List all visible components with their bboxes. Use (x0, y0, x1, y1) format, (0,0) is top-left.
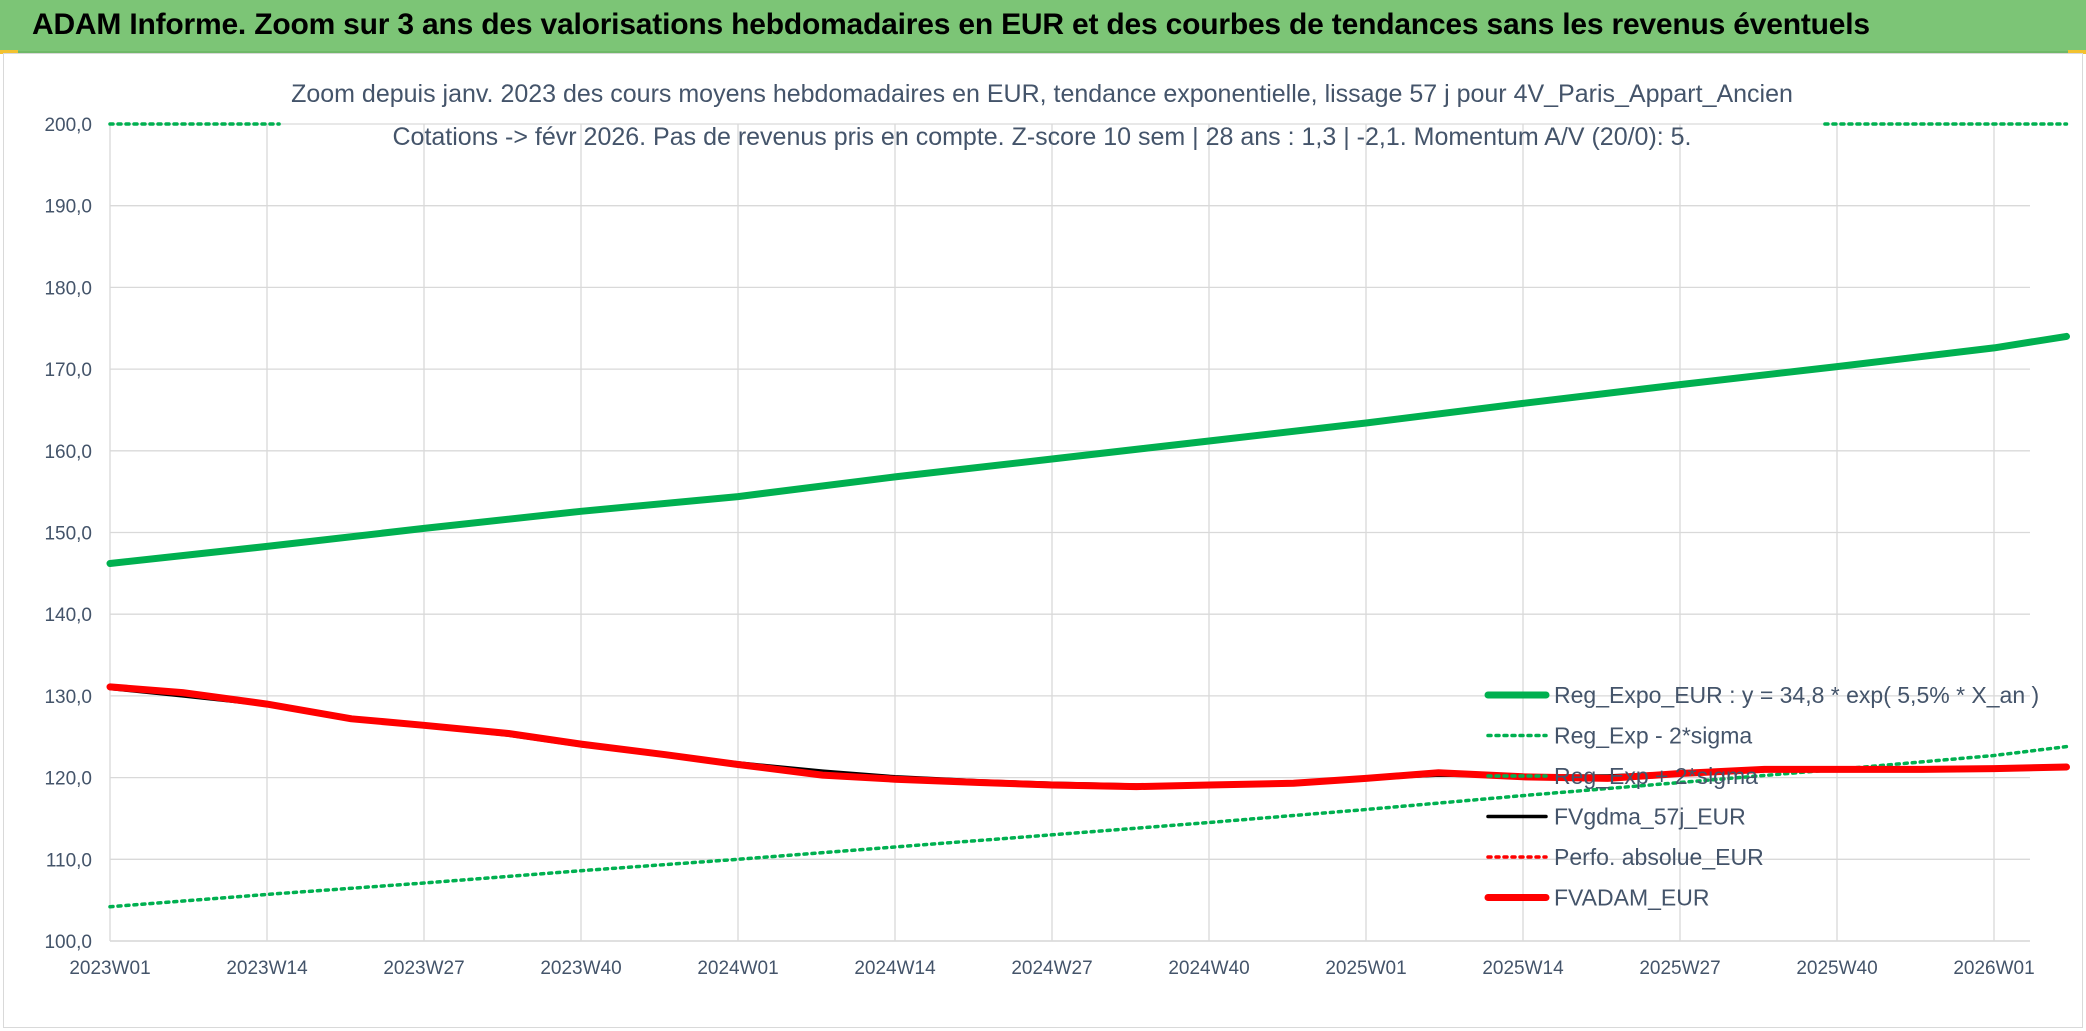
chart-title: Zoom depuis janv. 2023 des cours moyens … (291, 80, 1793, 108)
line-chart: 100,0 110,0 120,0 130,0 140,0 150,0 160,0 170,0… (44, 80, 2070, 979)
x-tick-label: 2024W01 (697, 958, 778, 979)
y-tick-label: 110,0 (46, 850, 92, 871)
y-tick-label: 160,0 (44, 442, 92, 463)
gridlines (109, 123, 2030, 942)
x-tick-label: 2024W14 (854, 958, 936, 979)
x-tick-label: 2023W01 (69, 958, 150, 979)
x-tick-label: 2025W14 (1482, 958, 1564, 979)
y-tick-label: 150,0 (44, 524, 92, 545)
x-tick-label: 2024W27 (1011, 958, 1092, 979)
y-tick-label: 100,0 (44, 932, 92, 953)
y-tick-label: 190,0 (44, 197, 92, 218)
x-tick-label: 2025W27 (1639, 958, 1720, 979)
x-tick-label: 2023W27 (383, 958, 464, 979)
legend-label: Reg_Expo_EUR : y = 34,8 * exp( 5,5% * X_… (1554, 682, 2039, 708)
y-tick-label: 200,0 (44, 115, 92, 136)
y-tick-label: 180,0 (44, 278, 92, 299)
x-tick-label: 2025W40 (1796, 958, 1877, 979)
legend-label: FVgdma_57j_EUR (1554, 804, 1746, 830)
corner-accent-right (2068, 50, 2086, 54)
corner-accent-left (0, 50, 18, 54)
y-tick-label: 140,0 (44, 605, 92, 626)
series-line-reg-expo-eur-y-34-8-exp-5-5-x-an (106, 332, 2070, 567)
y-axis-ticks: 100,0 110,0 120,0 130,0 140,0 150,0 160,0 170,0… (44, 115, 92, 953)
chart-legend: Reg_Expo_EUR : y = 34,8 * exp( 5,5% * X_… (1484, 682, 2039, 911)
series-lines (106, 122, 2070, 909)
legend-label: Reg_Exp + 2*sigma (1554, 763, 1758, 789)
y-tick-label: 120,0 (44, 769, 92, 790)
report-banner: ADAM Informe. Zoom sur 3 ans des valoris… (0, 0, 2086, 53)
x-tick-label: 2023W40 (540, 958, 621, 979)
series-line-fvadam-eur (106, 683, 2070, 791)
legend-label: FVADAM_EUR (1554, 885, 1710, 911)
legend-label: Perfo. absolue_EUR (1554, 844, 1764, 870)
x-tick-label: 2026W01 (1953, 958, 2034, 979)
chart-subtitle: Cotations -> févr 2026. Pas de revenus p… (392, 123, 1691, 151)
chart-area: 100,0 110,0 120,0 130,0 140,0 150,0 160,0 170,0… (3, 53, 2083, 1028)
x-tick-label: 2023W14 (226, 958, 308, 979)
x-tick-label: 2024W40 (1168, 958, 1249, 979)
report-title: ADAM Informe. Zoom sur 3 ans des valoris… (32, 8, 1870, 41)
y-tick-label: 130,0 (44, 687, 92, 708)
x-tick-label: 2025W01 (1325, 958, 1406, 979)
y-tick-label: 170,0 (44, 360, 92, 381)
legend-label: Reg_Exp - 2*sigma (1554, 723, 1752, 749)
x-axis-ticks: 2023W01 2023W14 2023W27 2023W40 2024W01 2024W… (69, 958, 2034, 979)
